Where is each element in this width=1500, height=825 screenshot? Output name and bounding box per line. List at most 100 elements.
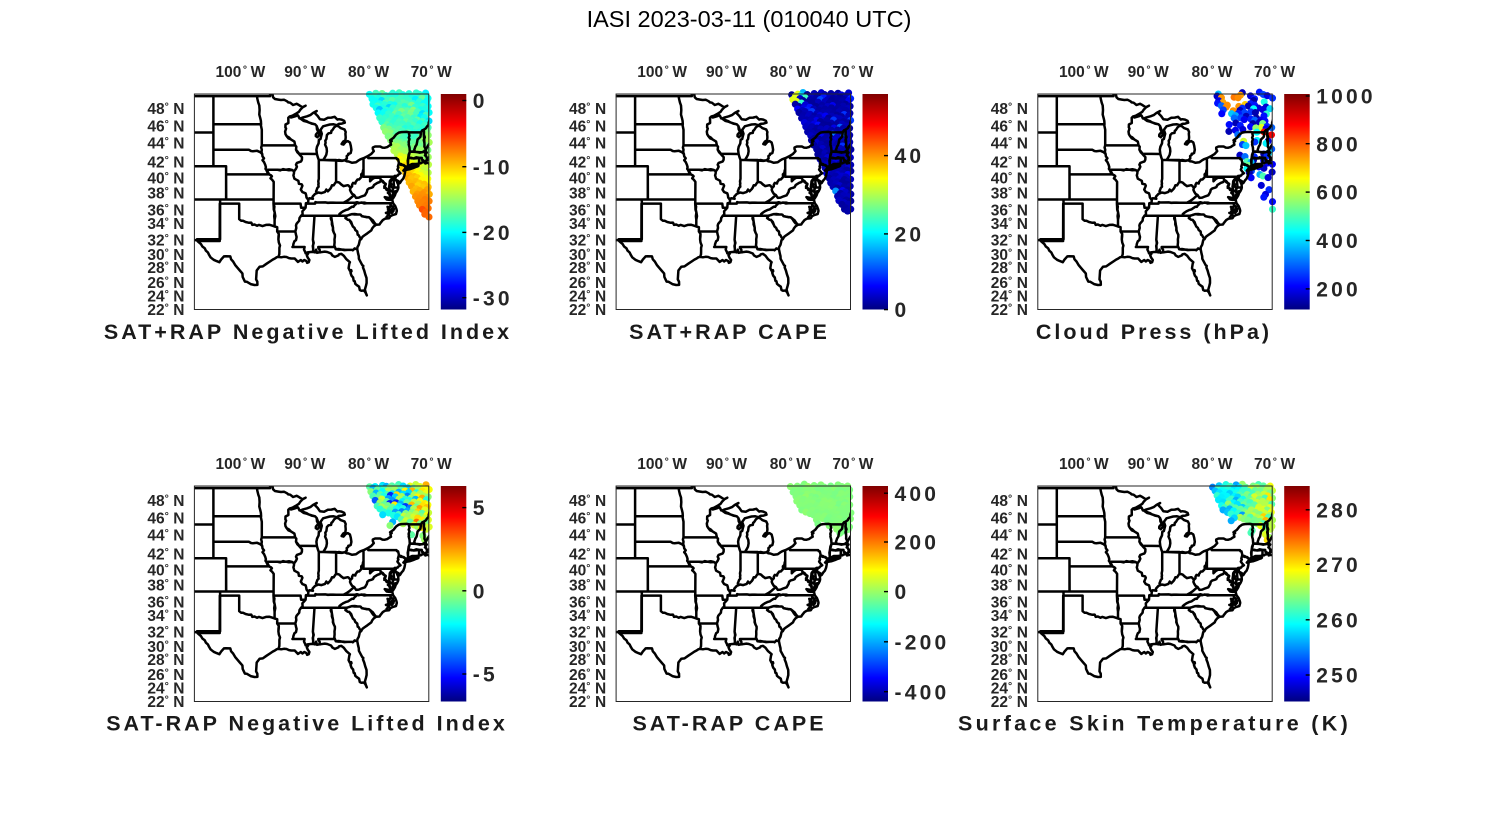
svg-text:70°W: 70 ° W (1254, 64, 1295, 82)
svg-text:-400: -400 (895, 681, 950, 704)
svg-text:44°N: 44° N (147, 527, 184, 545)
svg-text:28°N: 28° N (569, 260, 606, 278)
svg-text:90°W: 90 ° W (1128, 456, 1169, 474)
svg-text:26°N: 26° N (991, 274, 1028, 292)
svg-text:5: 5 (473, 497, 488, 520)
svg-text:400: 400 (1316, 230, 1361, 253)
svg-text:34°N: 34° N (147, 607, 184, 625)
svg-text:0: 0 (473, 90, 488, 113)
svg-text:46°N: 46° N (991, 510, 1028, 528)
svg-text:IASI 2023-03-11 (010040 UTC): IASI 2023-03-11 (010040 UTC) (587, 6, 912, 32)
svg-text:46°N: 46° N (147, 118, 184, 136)
svg-text:22°N: 22° N (991, 301, 1028, 319)
svg-text:46°N: 46° N (569, 118, 606, 136)
svg-text:22°N: 22° N (569, 693, 606, 711)
svg-text:22°N: 22° N (147, 301, 184, 319)
svg-text:260: 260 (1316, 609, 1361, 632)
svg-text:200: 200 (895, 532, 940, 555)
svg-text:80°W: 80 ° W (770, 64, 811, 82)
svg-text:42°N: 42° N (991, 154, 1028, 172)
svg-text:100°W: 100 ° W (1059, 64, 1109, 82)
svg-text:34°N: 34° N (569, 607, 606, 625)
svg-text:28°N: 28° N (147, 260, 184, 278)
svg-text:24°N: 24° N (991, 288, 1028, 306)
svg-text:70°W: 70 ° W (1254, 456, 1295, 474)
svg-text:22°N: 22° N (569, 301, 606, 319)
svg-text:30°N: 30° N (991, 639, 1028, 657)
svg-text:100°W: 100 ° W (216, 64, 266, 82)
svg-text:0: 0 (895, 299, 910, 322)
svg-text:200: 200 (1316, 279, 1361, 302)
svg-text:44°N: 44° N (147, 135, 184, 153)
svg-text:30°N: 30° N (569, 639, 606, 657)
svg-text:24°N: 24° N (147, 288, 184, 306)
svg-text:36°N: 36° N (991, 594, 1028, 612)
svg-text:1000: 1000 (1316, 86, 1376, 109)
svg-text:26°N: 26° N (147, 666, 184, 684)
svg-text:26°N: 26° N (569, 274, 606, 292)
svg-text:28°N: 28° N (991, 260, 1028, 278)
svg-text:70°W: 70 ° W (832, 64, 873, 82)
svg-text:42°N: 42° N (991, 546, 1028, 564)
svg-text:44°N: 44° N (991, 527, 1028, 545)
svg-text:36°N: 36° N (147, 594, 184, 612)
svg-text:48°N: 48° N (991, 100, 1028, 118)
svg-text:24°N: 24° N (147, 680, 184, 698)
svg-text:250: 250 (1316, 665, 1361, 688)
svg-text:32°N: 32° N (147, 624, 184, 642)
svg-text:36°N: 36° N (569, 594, 606, 612)
svg-text:SAT-RAP Negative Lifted Index: SAT-RAP Negative Lifted Index (106, 711, 508, 735)
svg-text:24°N: 24° N (569, 288, 606, 306)
svg-text:32°N: 32° N (991, 624, 1028, 642)
svg-text:100°W: 100 ° W (216, 456, 266, 474)
svg-text:36°N: 36° N (991, 202, 1028, 220)
svg-text:40°N: 40° N (991, 562, 1028, 580)
svg-text:38°N: 38° N (991, 577, 1028, 595)
svg-text:400: 400 (895, 483, 940, 506)
svg-text:70°W: 70 ° W (411, 64, 452, 82)
svg-text:SAT-RAP CAPE: SAT-RAP CAPE (632, 711, 826, 735)
svg-text:26°N: 26° N (569, 666, 606, 684)
svg-text:26°N: 26° N (147, 274, 184, 292)
svg-text:80°W: 80 ° W (1191, 64, 1232, 82)
svg-text:48°N: 48° N (991, 492, 1028, 510)
svg-text:70°W: 70 ° W (832, 456, 873, 474)
svg-text:46°N: 46° N (991, 118, 1028, 136)
svg-text:30°N: 30° N (569, 247, 606, 265)
svg-text:80°W: 80 ° W (348, 64, 389, 82)
svg-text:270: 270 (1316, 554, 1361, 577)
svg-text:46°N: 46° N (147, 510, 184, 528)
svg-text:90°W: 90 ° W (284, 456, 325, 474)
svg-text:100°W: 100 ° W (1059, 456, 1109, 474)
svg-text:42°N: 42° N (147, 546, 184, 564)
svg-text:40°N: 40° N (147, 170, 184, 188)
svg-text:90°W: 90 ° W (284, 64, 325, 82)
svg-text:80°W: 80 ° W (770, 456, 811, 474)
svg-text:48°N: 48° N (147, 492, 184, 510)
svg-text:42°N: 42° N (147, 154, 184, 172)
svg-text:42°N: 42° N (569, 546, 606, 564)
svg-text:24°N: 24° N (991, 680, 1028, 698)
svg-text:38°N: 38° N (569, 577, 606, 595)
svg-text:90°W: 90 ° W (706, 456, 747, 474)
svg-text:100°W: 100 ° W (637, 456, 687, 474)
svg-text:32°N: 32° N (569, 232, 606, 250)
svg-text:28°N: 28° N (147, 652, 184, 670)
svg-text:0: 0 (473, 580, 488, 603)
svg-text:26°N: 26° N (991, 666, 1028, 684)
svg-text:44°N: 44° N (991, 135, 1028, 153)
svg-text:24°N: 24° N (569, 680, 606, 698)
svg-text:Cloud Press (hPa): Cloud Press (hPa) (1036, 320, 1272, 344)
svg-text:44°N: 44° N (569, 135, 606, 153)
svg-text:42°N: 42° N (569, 154, 606, 172)
svg-text:70°W: 70 ° W (411, 456, 452, 474)
svg-text:28°N: 28° N (569, 652, 606, 670)
svg-text:38°N: 38° N (147, 185, 184, 203)
svg-text:30°N: 30° N (147, 639, 184, 657)
svg-text:32°N: 32° N (991, 232, 1028, 250)
svg-text:22°N: 22° N (147, 693, 184, 711)
svg-text:Surface Skin Temperature (K): Surface Skin Temperature (K) (958, 711, 1351, 735)
svg-text:30°N: 30° N (147, 247, 184, 265)
svg-text:36°N: 36° N (569, 202, 606, 220)
svg-text:40°N: 40° N (147, 562, 184, 580)
